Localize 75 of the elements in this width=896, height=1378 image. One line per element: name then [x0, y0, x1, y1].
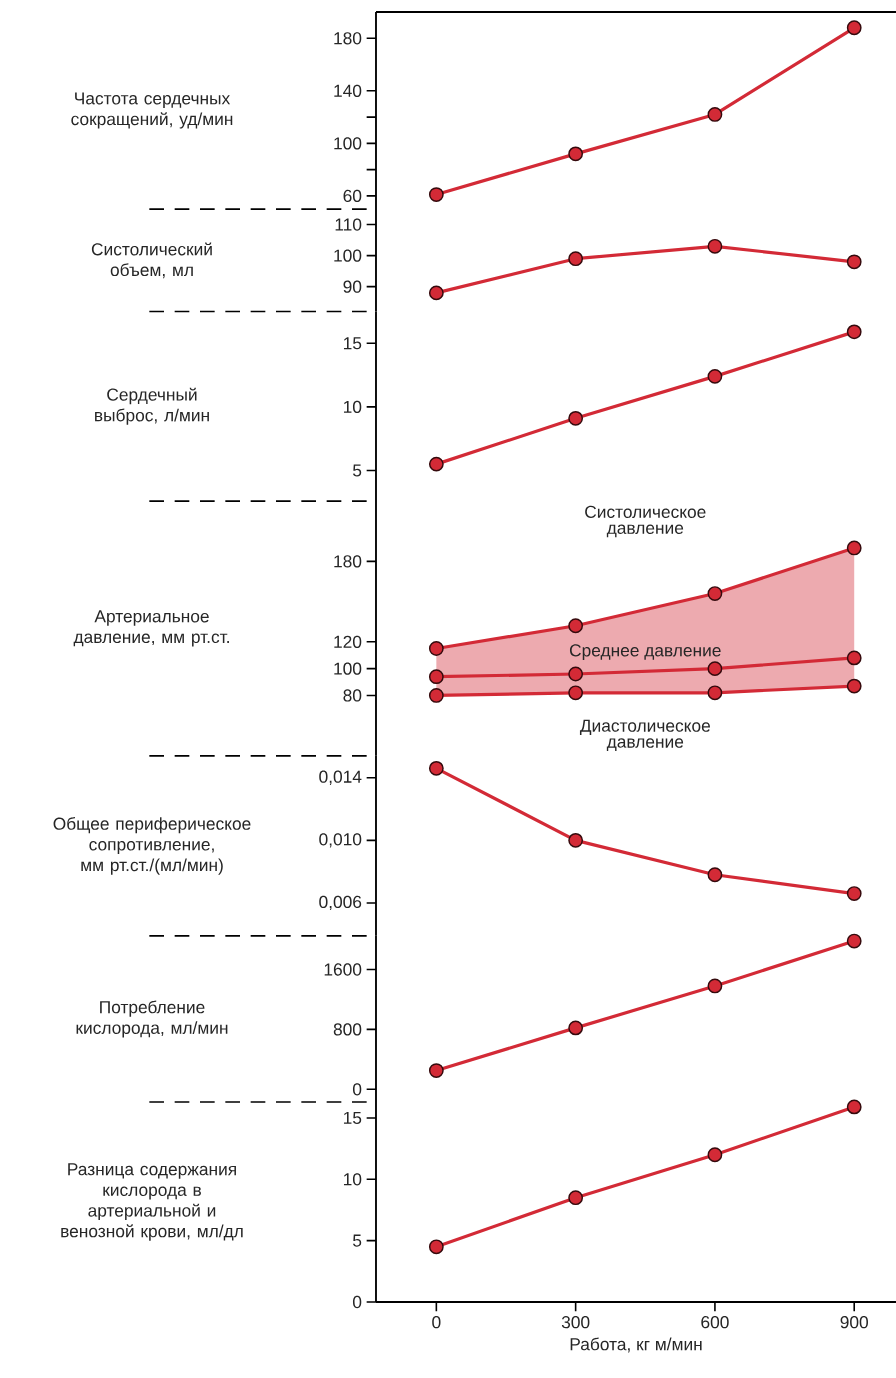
- x-tick-label: 300: [561, 1316, 590, 1329]
- point: [707, 238, 723, 254]
- y-axis-title: Артериальное давление, мм рт.ст.: [73, 610, 229, 647]
- point: [707, 661, 723, 677]
- y-tick-label: 90: [343, 280, 362, 293]
- series-label: Диастолическое давление: [579, 719, 710, 752]
- point: [707, 978, 723, 994]
- y-tick-label: 80: [343, 689, 362, 702]
- point: [428, 688, 444, 703]
- point: [846, 886, 862, 901]
- point: [428, 1063, 444, 1078]
- point: [428, 187, 444, 202]
- y-tick-label: 180: [334, 555, 362, 568]
- y-tick-label: 0: [352, 1083, 362, 1096]
- point: [568, 666, 584, 682]
- point: [846, 678, 862, 694]
- point: [568, 410, 584, 426]
- y-tick-label: 0,014: [319, 770, 362, 785]
- y-tick-label: 0,010: [319, 833, 362, 848]
- y-axis-title: Общее периферическое сопротивление, мм рт.ст./(мл/мин): [53, 816, 251, 875]
- point: [846, 1099, 862, 1115]
- point: [568, 1190, 584, 1206]
- point: [568, 618, 584, 634]
- point: [428, 456, 444, 472]
- point: [568, 1020, 584, 1036]
- point: [846, 650, 862, 666]
- series-label: Среднее давление: [569, 644, 721, 660]
- text: Систолическое давление: [585, 505, 706, 538]
- point: [846, 20, 862, 36]
- point: [846, 540, 862, 556]
- point: [707, 867, 723, 883]
- point: [846, 933, 862, 949]
- y-tick-label: 1600: [324, 963, 362, 976]
- y-axis-title: Разница содержания кислорода в артериальной и венозной крови, мл/дл: [61, 1163, 243, 1241]
- y-tick-label: 10: [343, 400, 362, 414]
- point: [707, 1147, 723, 1163]
- y-tick-label: 100: [334, 249, 362, 262]
- point: [568, 251, 584, 267]
- y-tick-label: 10: [343, 1173, 362, 1186]
- y-axis-title: Сердечный выброс, л/мин: [95, 387, 209, 425]
- point: [428, 760, 444, 776]
- point: [707, 586, 723, 601]
- y-tick-label: 120: [334, 635, 362, 648]
- point: [428, 285, 444, 301]
- y-tick-label: 100: [334, 662, 362, 675]
- point: [846, 324, 862, 340]
- x-tick-label: 0: [432, 1316, 441, 1329]
- point: [568, 685, 584, 701]
- point: [707, 685, 723, 701]
- y-tick-label: 800: [333, 1023, 362, 1036]
- y-tick-label: 5: [353, 464, 362, 477]
- y-tick-label: 15: [343, 1111, 362, 1124]
- y-tick-label: 110: [335, 218, 362, 231]
- point: [568, 146, 584, 162]
- point: [428, 669, 444, 685]
- point: [568, 832, 584, 848]
- y-tick-label: 180: [334, 32, 362, 45]
- point: [707, 368, 723, 384]
- y-tick-label: 100: [334, 137, 362, 150]
- y-axis-title: Систолический объем, мл: [91, 242, 212, 279]
- y-tick-label: 140: [334, 84, 362, 97]
- x-tick-label: 900: [840, 1316, 868, 1329]
- point: [428, 641, 444, 656]
- y-tick-label: 60: [343, 189, 362, 203]
- y-tick-label: 0,006: [319, 895, 362, 911]
- point: [707, 107, 723, 122]
- y-tick-label: 0: [352, 1295, 362, 1309]
- point: [846, 254, 862, 270]
- y-axis-title: Частота сердечных сокращений, уд/мин: [71, 92, 233, 129]
- x-axis-title: Работа, кг м/мин: [570, 1337, 702, 1353]
- point: [428, 1239, 444, 1255]
- y-axis-title: Потребление кислорода, мл/мин: [76, 1000, 228, 1038]
- x-tick-label: 600: [701, 1316, 729, 1329]
- y-tick-label: 5: [353, 1234, 362, 1247]
- y-tick-label: 15: [343, 337, 362, 350]
